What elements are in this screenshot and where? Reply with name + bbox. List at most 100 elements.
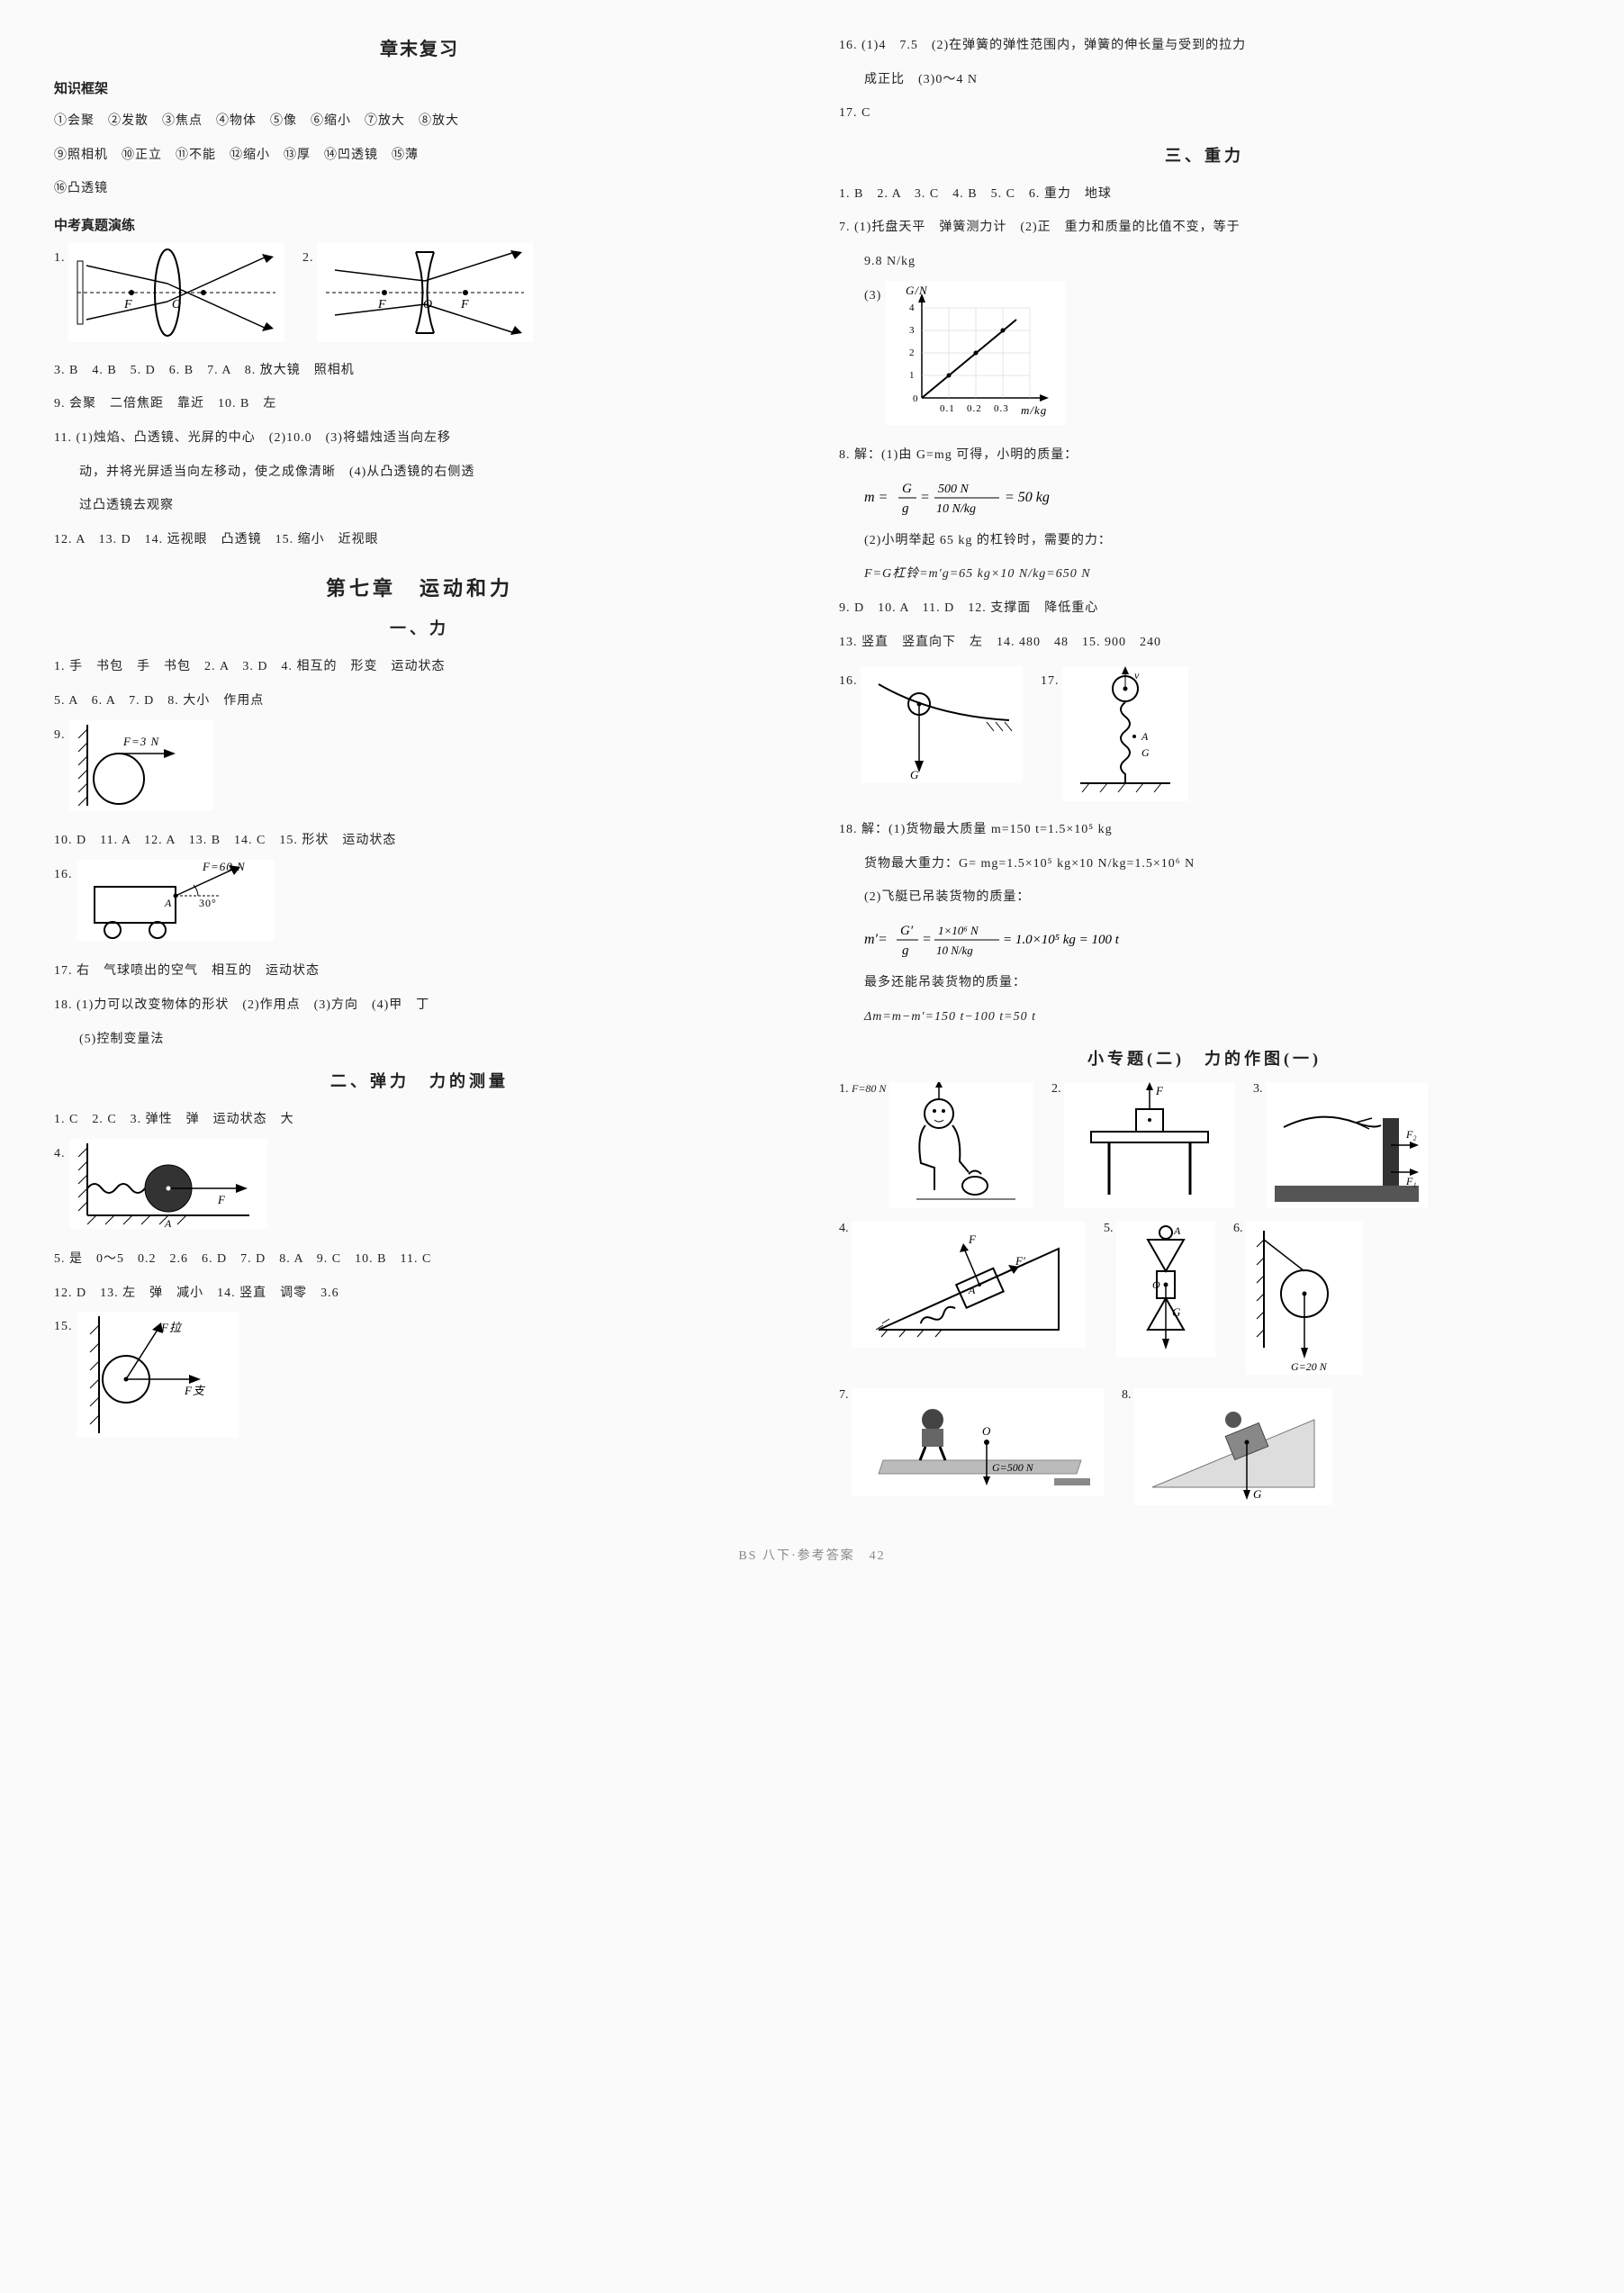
s3-q16-17-row: 16. G	[839, 666, 1570, 806]
sp-row-3: 7. O G=500 N	[839, 1388, 1570, 1510]
svg-text:F拉: F拉	[160, 1321, 183, 1334]
s1-line-2: 5. A 6. A 7. D 8. 大小 作用点	[54, 686, 785, 717]
sp-row-1: 1. F=80 N 2.	[839, 1082, 1570, 1213]
svg-text:F: F	[377, 298, 386, 311]
svg-text:F₁: F₁	[1405, 1175, 1417, 1187]
svg-text:1: 1	[909, 370, 916, 381]
svg-text:0.1: 0.1	[940, 403, 955, 414]
sp-q4: 4. F	[839, 1222, 1086, 1352]
s3-q18-f: m′= G′ g = 1×10⁶ N 10 N/kg = 1.0×10⁵ kg …	[864, 918, 1570, 962]
sp-q1-F: F=80 N	[852, 1082, 886, 1095]
svg-text:A: A	[1141, 730, 1149, 743]
sp-q8: 8. G	[1122, 1388, 1332, 1510]
q15-diagram: F拉 F支	[77, 1312, 239, 1450]
svg-text:= 1.0×10⁵ kg = 100 t: = 1.0×10⁵ kg = 100 t	[1003, 933, 1120, 947]
svg-text:g: g	[902, 501, 909, 516]
svg-text:3: 3	[909, 325, 916, 336]
sp-q1: 1. F=80 N	[839, 1082, 1033, 1213]
sp-q3-label: 3.	[1253, 1082, 1263, 1096]
ans-line-2: 9. 会聚 二倍焦距 靠近 10. B 左	[54, 389, 785, 420]
graph-label: (3)	[864, 289, 881, 302]
s3-q18-f2: Δm=m−m′=150 t−100 t=50 t	[839, 1002, 1570, 1033]
s3-line-2b: 9.8 N/kg	[839, 247, 1570, 277]
q1-F-label: F	[123, 298, 132, 311]
svg-text:F′: F′	[1015, 1254, 1025, 1268]
s1-line-4: 17. 右 气球喷出的空气 相互的 运动状态	[54, 956, 785, 987]
svg-text:G: G	[1141, 746, 1150, 759]
s1-line-5: 18. (1)力可以改变物体的形状 (2)作用点 (3)方向 (4)甲 丁	[54, 990, 785, 1021]
ans-line-3: 12. A 13. D 14. 远视眼 凸透镜 15. 缩小 近视眼	[54, 525, 785, 555]
s3-line-3: 9. D 10. A 11. D 12. 支撑面 降低重心	[839, 593, 1570, 624]
right-column: 16. (1)4 7.5 (2)在弹簧的弹性范围内，弹簧的伸长量与受到的拉力 成…	[839, 27, 1570, 1519]
sp-q7: 7. O G=500 N	[839, 1388, 1104, 1501]
svg-text:1×10⁶ N: 1×10⁶ N	[938, 924, 979, 937]
sp-q4-label: 4.	[839, 1222, 849, 1235]
sp-q8-label: 8.	[1122, 1388, 1132, 1402]
sp-q8-diagram: G	[1134, 1388, 1332, 1510]
r17: 17. C	[839, 98, 1570, 129]
q16-label: 16.	[54, 868, 73, 881]
sec3-title: 三、重力	[839, 143, 1570, 167]
q11-b: 动，并将光屏适当向左移动，使之成像清晰 (4)从凸透镜的右侧透	[54, 457, 785, 488]
s3-q18-d: 最多还能吊装货物的质量：	[839, 968, 1570, 998]
frame-line-3: ⑯凸透镜	[54, 174, 785, 204]
s3-q8-b: (2)小明举起 65 kg 的杠铃时，需要的力：	[839, 526, 1570, 556]
q4-diagram: F A	[69, 1139, 267, 1241]
q16-row: 16. F=60 N 30° A	[54, 860, 785, 953]
q2-label: 2.	[302, 251, 314, 265]
page-footer: BS 八下·参考答案 42	[54, 1546, 1570, 1564]
svg-text:G=20 N: G=20 N	[1291, 1360, 1328, 1373]
svg-text:A: A	[164, 1217, 172, 1229]
svg-text:= 50 kg: = 50 kg	[1005, 490, 1050, 505]
q2-diagram: F O F	[317, 243, 533, 347]
left-column: 章末复习 知识框架 ①会聚 ②发散 ③焦点 ④物体 ⑤像 ⑥缩小 ⑦放大 ⑧放大…	[54, 27, 785, 1519]
svg-text:30°: 30°	[199, 897, 217, 909]
chapter-7-title: 第七章 运动和力	[54, 573, 785, 601]
sp-q5-diagram: A O G	[1116, 1222, 1215, 1361]
svg-text:A: A	[1173, 1224, 1181, 1237]
svg-text:0.3: 0.3	[994, 403, 1009, 414]
sp-row-2: 4. F	[839, 1222, 1570, 1379]
sp-q5-label: 5.	[1104, 1222, 1114, 1235]
svg-text:F: F	[968, 1232, 977, 1246]
s1-line-3: 10. D 11. A 12. A 13. B 14. C 15. 形状 运动状…	[54, 826, 785, 856]
s3-q17-wrapper: 17. v A	[1041, 666, 1188, 806]
svg-text:F₂: F₂	[1405, 1128, 1417, 1141]
svg-text:0.2: 0.2	[967, 403, 982, 414]
r16b: 成正比 (3)0～4 N	[839, 65, 1570, 95]
s3-line-2: 7. (1)托盘天平 弹簧测力计 (2)正 重力和质量的比值不变，等于	[839, 212, 1570, 243]
s3-q18-a: 18. 解：(1)货物最大质量 m=150 t=1.5×10⁵ kg	[839, 815, 1570, 845]
q1-wrapper: 1. F O	[54, 243, 284, 347]
r16: 16. (1)4 7.5 (2)在弹簧的弹性范围内，弹簧的伸长量与受到的拉力	[839, 31, 1570, 61]
svg-text:F: F	[460, 298, 469, 311]
q16b-diagram: G	[861, 666, 1023, 788]
s1-line-6: (5)控制变量法	[54, 1025, 785, 1055]
special-title: 小专题(二) 力的作图(一)	[839, 1046, 1570, 1070]
s3-q8-f1: m = G g = 500 N 10 N/kg = 50 kg	[864, 476, 1570, 520]
svg-text:G: G	[910, 768, 919, 781]
frame-line-1: ①会聚 ②发散 ③焦点 ④物体 ⑤像 ⑥缩小 ⑦放大 ⑧放大	[54, 106, 785, 137]
ans-line-1: 3. B 4. B 5. D 6. B 7. A 8. 放大镜 照相机	[54, 356, 785, 386]
svg-text:10 N/kg: 10 N/kg	[936, 502, 976, 516]
svg-text:G=500 N: G=500 N	[992, 1461, 1034, 1474]
sp-q6-label: 6.	[1233, 1222, 1243, 1235]
sp-q3: 3. F₂ F₁	[1253, 1082, 1428, 1213]
s2-q4-row: 4. F	[54, 1139, 785, 1241]
svg-text:F: F	[217, 1193, 226, 1206]
svg-text:=: =	[922, 932, 932, 947]
s2-line-3: 12. D 13. 左 弹 减小 14. 竖直 调零 3.6	[54, 1278, 785, 1309]
q4-label: 4.	[54, 1147, 66, 1160]
sp-q2-diagram: F	[1064, 1082, 1235, 1213]
q15-label: 15.	[54, 1320, 73, 1333]
svg-text:G′: G′	[900, 924, 914, 938]
s3-q18-c: (2)飞艇已吊装货物的质量：	[839, 882, 1570, 913]
frame-line-2: ⑨照相机 ⑩正立 ⑪不能 ⑫缩小 ⑬厚 ⑭凹透镜 ⑮薄	[54, 140, 785, 171]
svg-text:v: v	[1134, 669, 1140, 682]
svg-text:500 N: 500 N	[938, 483, 970, 496]
q1-diagram: F O	[68, 243, 284, 347]
sp-q1-label: 1.	[839, 1082, 849, 1096]
review-title: 章末复习	[54, 34, 785, 60]
s3-q16-wrapper: 16. G	[839, 666, 1023, 788]
sp-q4-diagram: F F′ A	[852, 1222, 1086, 1352]
sp-q6: 6. G=20 N	[1233, 1222, 1363, 1379]
